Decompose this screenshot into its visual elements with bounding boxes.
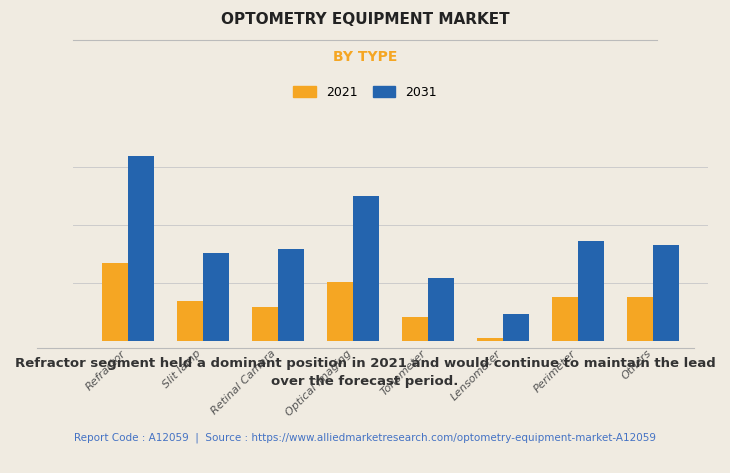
Legend: 2021, 2031: 2021, 2031 — [290, 82, 440, 103]
Text: OPTOMETRY EQUIPMENT MARKET: OPTOMETRY EQUIPMENT MARKET — [220, 12, 510, 27]
Bar — [252, 307, 278, 341]
Bar — [428, 278, 454, 341]
Bar — [578, 241, 604, 341]
Bar — [203, 253, 229, 341]
Bar — [477, 338, 503, 341]
Bar — [128, 156, 154, 341]
Bar — [278, 249, 304, 341]
Bar — [102, 263, 128, 341]
Bar — [353, 196, 380, 341]
Bar — [627, 297, 653, 341]
Bar — [653, 245, 679, 341]
Text: Refractor segment held a dominant position in 2021 and would continue to maintai: Refractor segment held a dominant positi… — [15, 357, 715, 388]
Text: BY TYPE: BY TYPE — [333, 50, 397, 64]
Bar — [503, 314, 529, 341]
Bar — [177, 301, 203, 341]
Bar — [327, 281, 353, 341]
Bar — [552, 297, 578, 341]
Text: Report Code : A12059  |  Source : https://www.alliedmarketresearch.com/optometry: Report Code : A12059 | Source : https://… — [74, 433, 656, 443]
Bar — [402, 317, 428, 341]
